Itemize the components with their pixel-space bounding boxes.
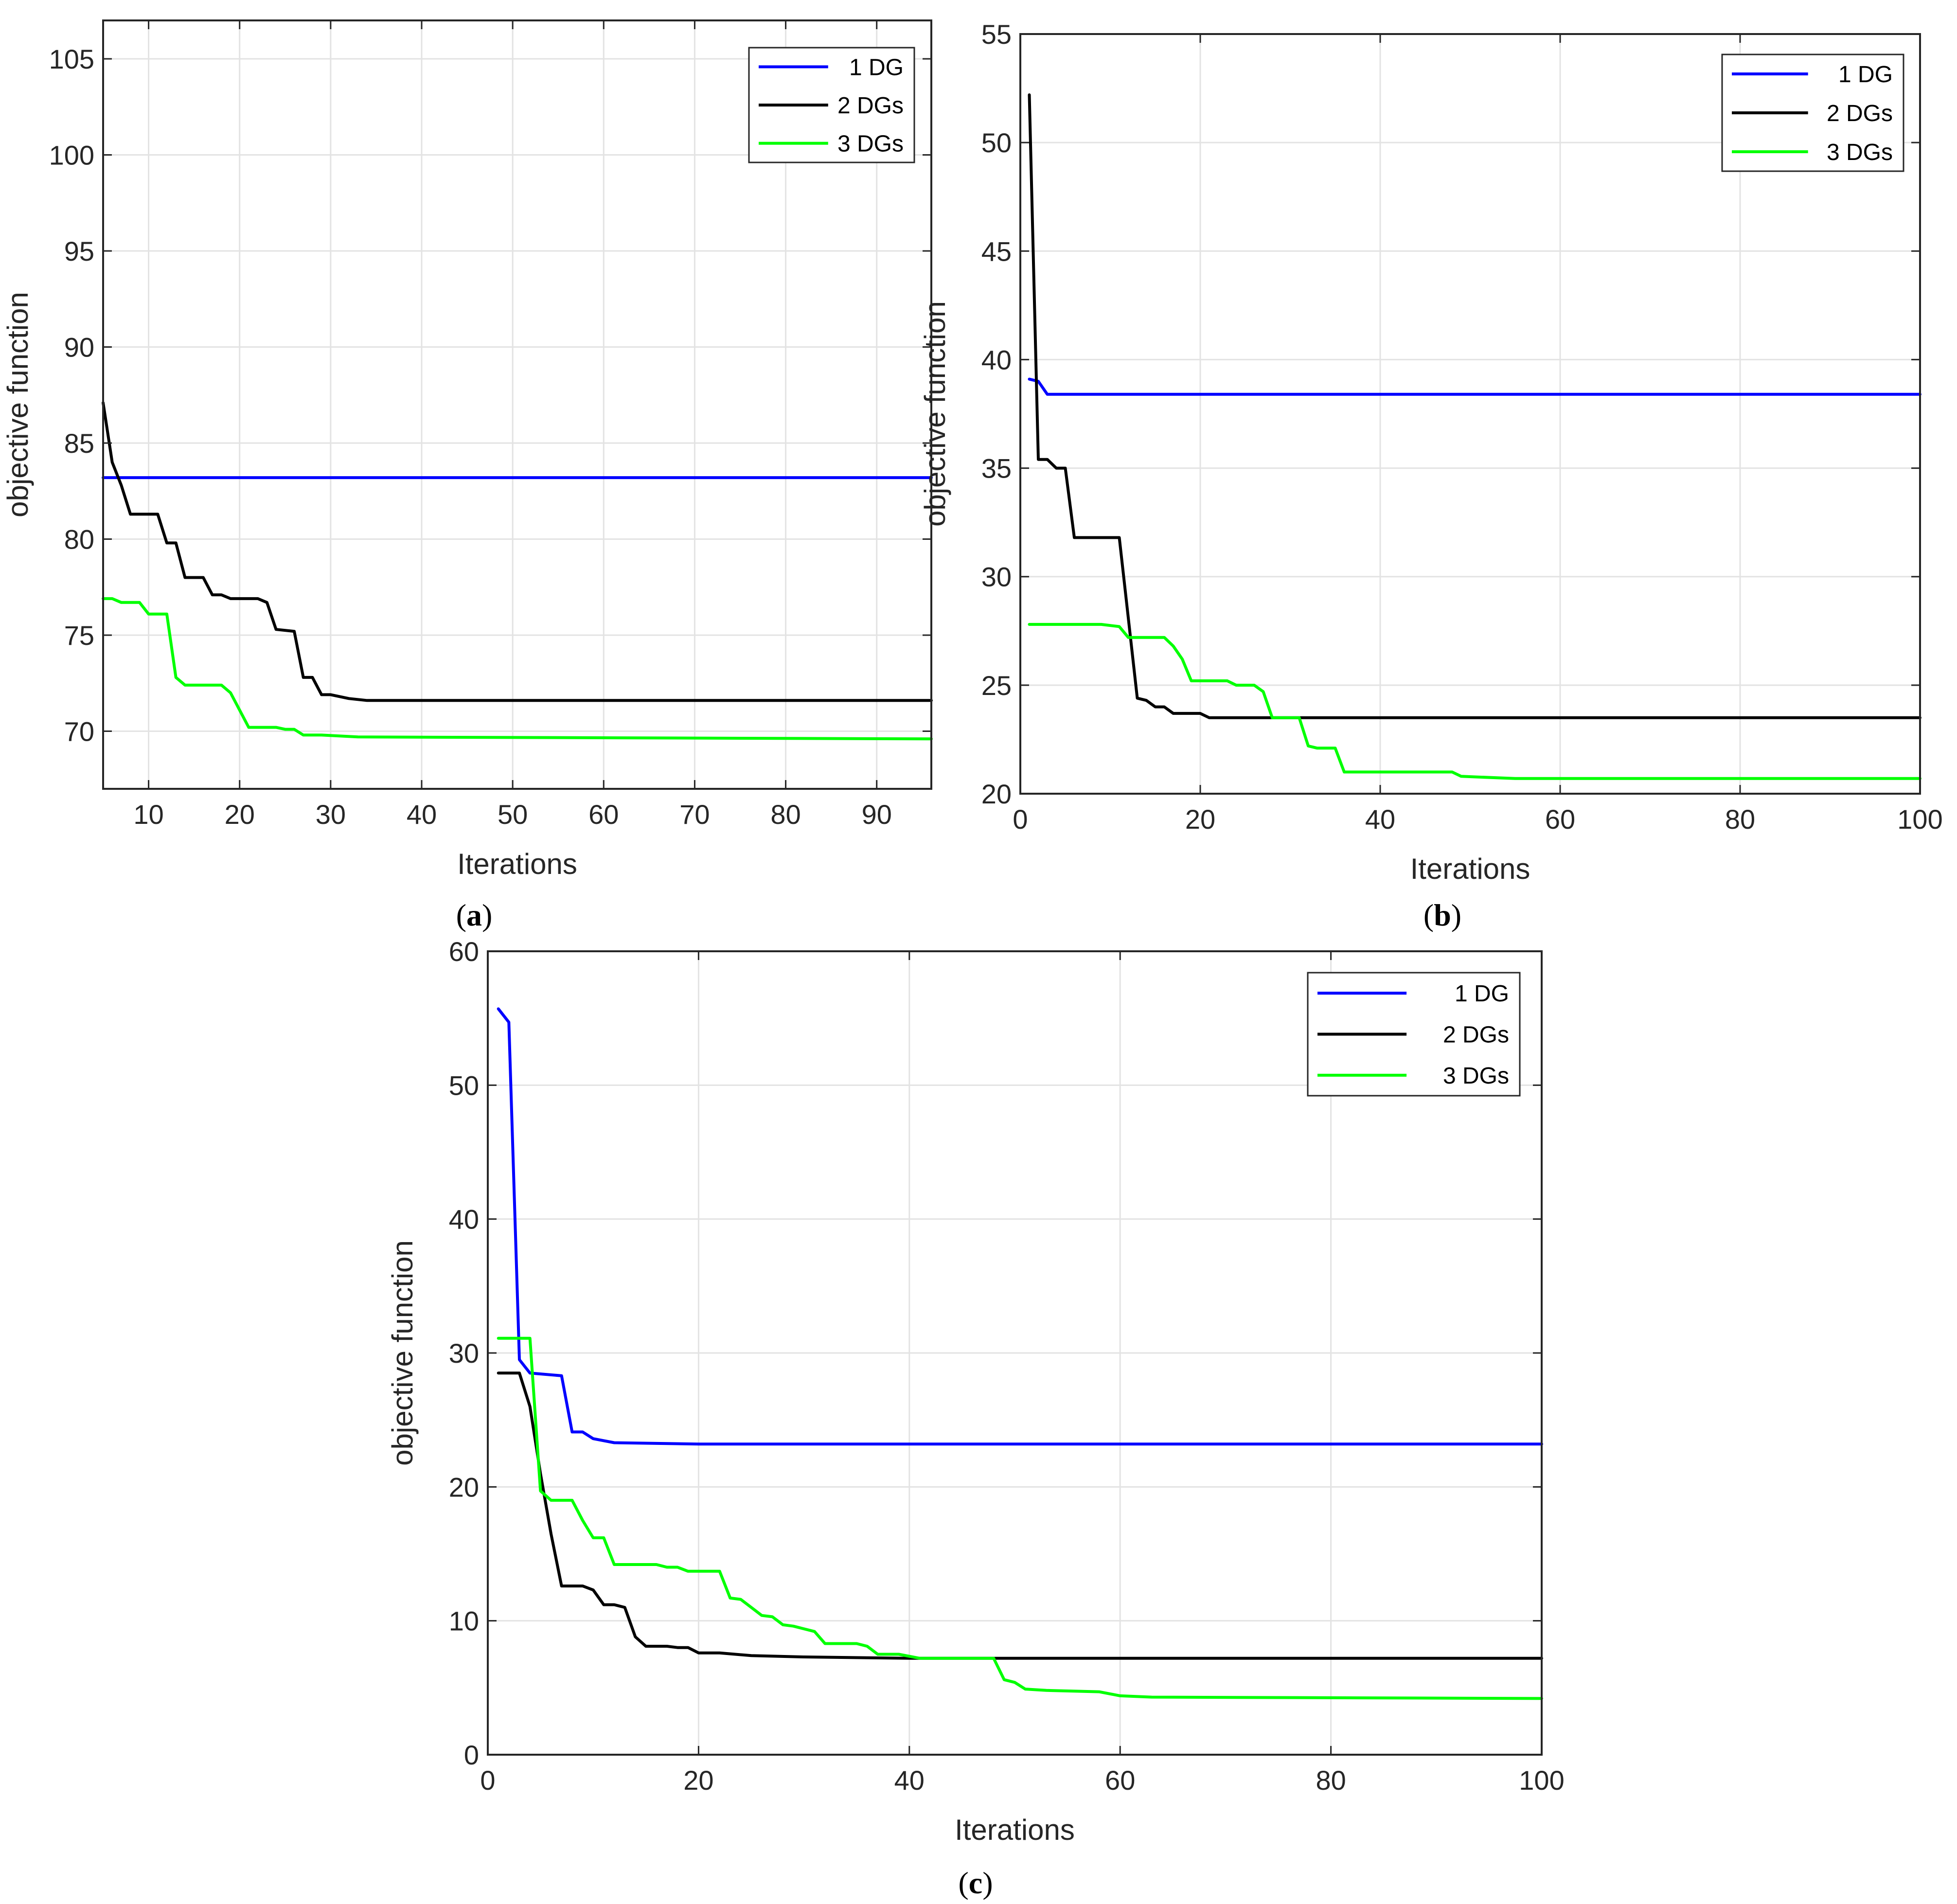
series-line-3: [1028, 623, 1921, 780]
x-tick-label: 20: [225, 799, 255, 830]
y-tick-label: 50: [981, 127, 1012, 158]
axes-box: [102, 19, 932, 790]
series-line-2: [497, 1371, 1543, 1660]
y-tick-label: 30: [449, 1338, 479, 1369]
y-tick-label: 60: [449, 936, 479, 967]
chart-panel-a: 10 20 30 40 50 60 70 80 90 70 75 80 85 90 95 100 105 Iter…: [1, 19, 933, 932]
panel-letter: a: [466, 898, 482, 932]
x-tick-label: 20: [683, 1765, 713, 1796]
x-tick-label: 60: [1545, 804, 1575, 835]
x-tick-label: 30: [316, 799, 346, 830]
series-line-2: [1028, 93, 1921, 719]
x-tick-label: 20: [1185, 804, 1215, 835]
legend: 1 DG 2 DGs 3 DGs: [1307, 972, 1521, 1097]
legend-label-3: 3 DGs: [1443, 1063, 1509, 1089]
legend-label-3: 3 DGs: [837, 131, 904, 157]
x-axis-label: Iterations: [1410, 853, 1530, 885]
y-tick-label: 40: [449, 1204, 479, 1235]
panel-caption: (a): [456, 898, 493, 932]
axes-box: [1019, 33, 1921, 795]
y-tick-label: 95: [64, 236, 94, 267]
y-tick-label: 100: [49, 140, 94, 171]
x-tick-label: 0: [480, 1765, 495, 1796]
x-tick-label: 80: [1725, 804, 1755, 835]
x-tick-label: 0: [1013, 804, 1028, 835]
legend: 1 DG 2 DGs 3 DGs: [748, 47, 915, 163]
y-tick-label: 90: [64, 332, 94, 363]
x-tick-label: 80: [770, 799, 801, 830]
chart-panel-c: 0 20 40 60 80 100 0 10 20 30 40 50 60 Iterations objec…: [386, 936, 1565, 1900]
legend-label-2: 2 DGs: [1443, 1022, 1509, 1048]
y-tick-label: 0: [464, 1740, 479, 1770]
series-line-3: [497, 1336, 1543, 1700]
chart-panel-b: 0 20 40 60 80 1002025303540455055Iterationsob…: [919, 19, 1943, 932]
y-tick-label: 35: [981, 453, 1012, 484]
x-tick-label: 40: [407, 799, 437, 830]
y-tick-label: 10: [449, 1606, 479, 1637]
legend-label-3: 3 DGs: [1827, 140, 1893, 165]
panel-letter: c: [969, 1866, 982, 1900]
legend-label-1: 1 DG: [1455, 981, 1509, 1007]
y-tick-label: 70: [64, 716, 94, 747]
panel-letter: b: [1434, 898, 1451, 932]
y-tick-label: 45: [981, 236, 1012, 267]
panel-caption: (b): [1423, 898, 1461, 932]
x-tick-label: 100: [1519, 1765, 1564, 1796]
x-axis-label: Iterations: [955, 1814, 1075, 1846]
y-tick-label: 85: [64, 428, 94, 459]
y-tick-label: 50: [449, 1070, 479, 1101]
series-line-2: [102, 401, 933, 702]
x-tick-label: 60: [588, 799, 619, 830]
y-tick-label: 75: [64, 620, 94, 651]
y-tick-label: 40: [981, 344, 1012, 375]
x-tick-label: 60: [1105, 1765, 1135, 1796]
y-tick-label: 20: [981, 779, 1012, 809]
y-tick-label: 30: [981, 562, 1012, 592]
series-line-1: [497, 1007, 1543, 1446]
x-tick-label: 100: [1897, 804, 1942, 835]
y-tick-label: 105: [49, 44, 94, 74]
panel-caption: (c): [958, 1866, 993, 1900]
x-tick-label: 90: [862, 799, 892, 830]
y-axis-label: objective function: [1, 292, 34, 517]
x-tick-label: 40: [1365, 804, 1395, 835]
x-tick-label: 40: [894, 1765, 925, 1796]
y-tick-label: 55: [981, 19, 1012, 50]
x-axis-label: Iterations: [457, 848, 577, 880]
legend-label-1: 1 DG: [1838, 62, 1893, 88]
x-tick-label: 10: [133, 799, 163, 830]
legend-label-2: 2 DGs: [837, 93, 904, 119]
y-axis-label: objective function: [386, 1240, 419, 1466]
x-tick-label: 50: [498, 799, 528, 830]
y-tick-label: 25: [981, 670, 1012, 701]
y-axis-label: objective function: [919, 301, 951, 527]
y-tick-label: 80: [64, 524, 94, 555]
x-tick-label: 70: [679, 799, 710, 830]
x-tick-label: 80: [1316, 1765, 1346, 1796]
legend-label-1: 1 DG: [849, 54, 904, 80]
series-line-3: [102, 597, 933, 741]
legend-label-2: 2 DGs: [1827, 101, 1893, 126]
y-tick-label: 20: [449, 1472, 479, 1502]
legend: 1 DG 2 DGs 3 DGs: [1721, 53, 1904, 172]
